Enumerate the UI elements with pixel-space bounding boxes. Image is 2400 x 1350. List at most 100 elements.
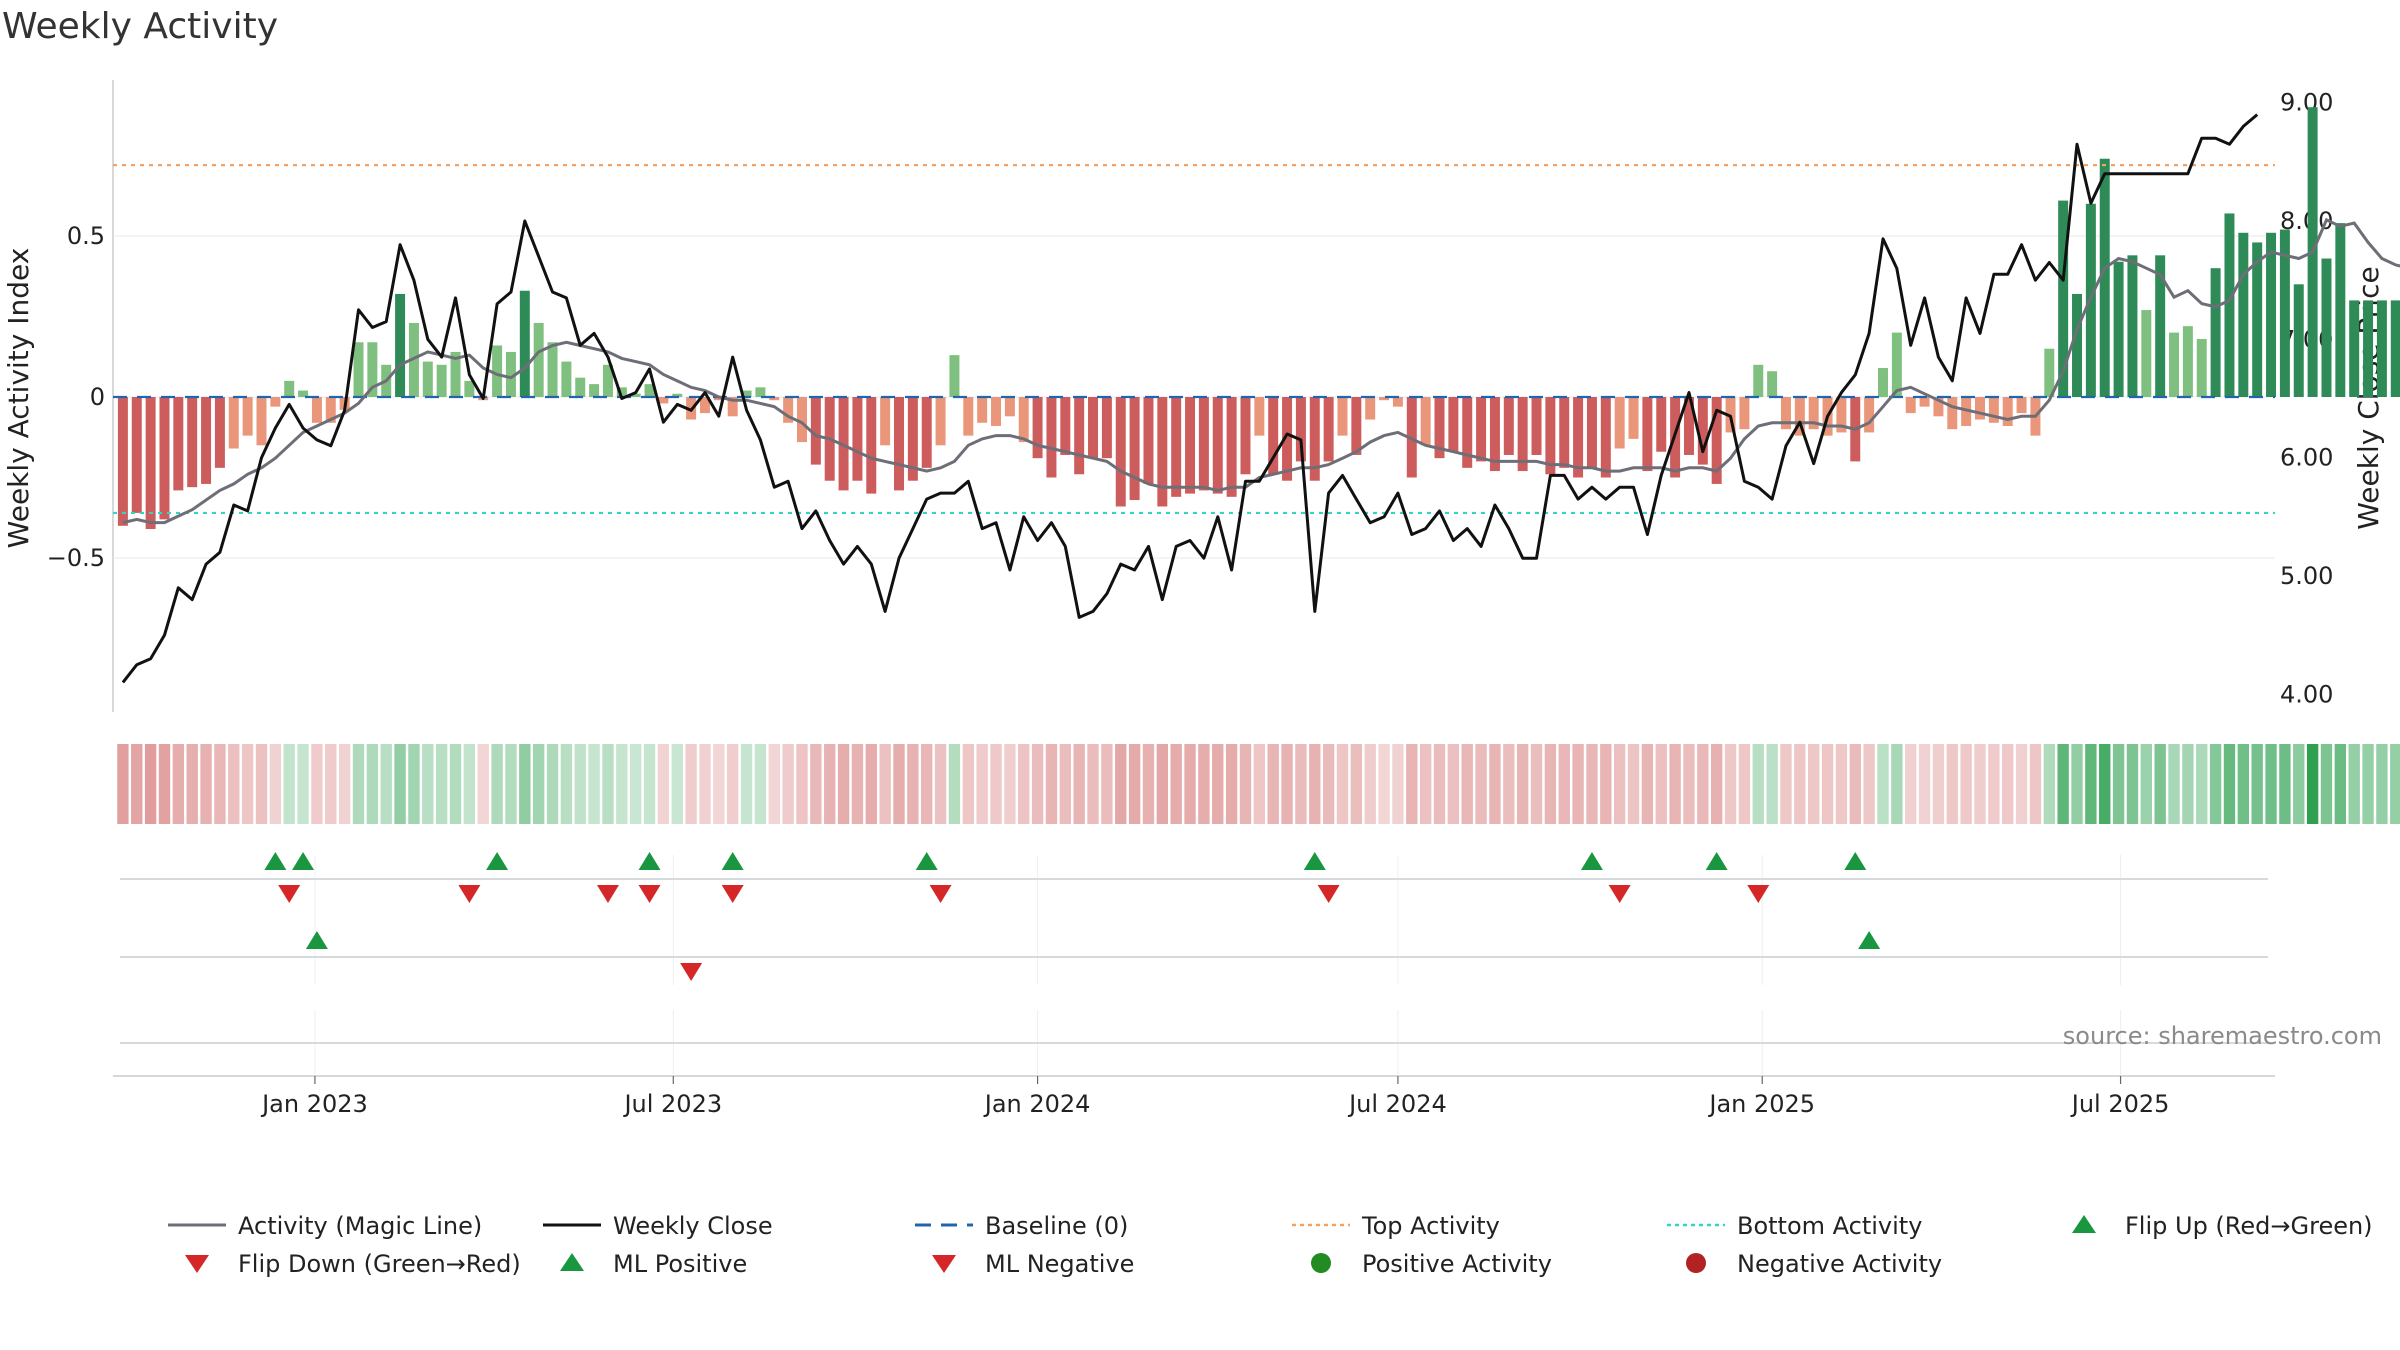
activity-bar [242, 397, 253, 436]
activity-bar [796, 397, 807, 443]
ribbon-cell [602, 744, 614, 824]
activity-bar [1115, 397, 1126, 507]
ribbon-cell [1239, 744, 1252, 824]
flip-down-marker [1608, 885, 1631, 903]
ribbon-cell [2196, 744, 2208, 824]
ribbon-cell [1503, 744, 1515, 824]
activity-bar [699, 397, 710, 414]
activity-bar [1891, 332, 1902, 397]
ribbon-cell [810, 744, 822, 824]
legend-swatch-circle [1686, 1253, 1706, 1273]
flip-down-marker [278, 885, 301, 903]
activity-bar [1767, 371, 1778, 397]
activity-bar [422, 361, 433, 397]
activity-bar [1185, 397, 1196, 494]
ribbon-cell [1627, 744, 1640, 824]
ribbon-cell [1364, 744, 1376, 824]
ribbon-cell [1572, 744, 1584, 824]
legend-swatch-triangle-up [560, 1253, 584, 1271]
ribbon-cell [1198, 744, 1210, 824]
ribbon-cell [2168, 744, 2180, 824]
ribbon-cell [2015, 744, 2028, 824]
ml-positive-marker [1858, 931, 1881, 949]
activity-bar [727, 397, 738, 417]
ribbon-cell [1392, 744, 1404, 824]
activity-bar [2266, 232, 2277, 397]
activity-bar [270, 397, 281, 407]
ribbon-cell [879, 744, 891, 824]
ribbon-cell [1212, 744, 1224, 824]
activity-bar [214, 397, 225, 468]
activity-bar [713, 397, 724, 401]
activity-bar [2002, 397, 2013, 426]
activity-bar [991, 397, 1002, 426]
activity-bar [1711, 397, 1722, 484]
ribbon-cell [1406, 744, 1418, 824]
ribbon-cell [657, 744, 670, 824]
chart-title: Weekly Activity [2, 6, 278, 47]
activity-bar [2376, 300, 2387, 397]
ribbon-cell [1309, 744, 1321, 824]
y-left-axis-label: Weekly Activity Index [2, 248, 35, 549]
ribbon-cell [241, 744, 254, 824]
x-tick-label: Jul 2024 [1347, 1090, 1447, 1118]
ribbon-cell [1059, 744, 1071, 824]
activity-bar [907, 397, 918, 481]
activity-bar [1600, 397, 1611, 478]
ribbon-cell [1780, 744, 1792, 824]
ribbon-cell [1724, 744, 1737, 824]
legend: Activity (Magic Line) Weekly Close Baselin… [168, 1212, 2373, 1278]
ribbon-cell [1697, 744, 1709, 824]
activity-bar [2363, 300, 2374, 397]
activity-bar [1573, 397, 1584, 478]
activity-bar [2335, 223, 2346, 397]
ribbon-cell [2140, 744, 2152, 824]
activity-bar [2044, 348, 2055, 397]
ribbon-cell [1184, 744, 1196, 824]
ribbon-cell [1558, 744, 1570, 824]
x-tick-label: Jul 2025 [2070, 1090, 2170, 1118]
ribbon-cell [727, 744, 739, 824]
ribbon-cell [1489, 744, 1501, 824]
activity-bar [450, 351, 461, 397]
flip-down-marker [458, 885, 481, 903]
activity-bar [963, 397, 974, 436]
activity-bar [1877, 368, 1888, 397]
legend-swatch-triangle-down [932, 1255, 956, 1273]
ribbon-cell [1461, 744, 1473, 824]
ribbon-cell [1808, 744, 1820, 824]
ribbon-cell [1045, 744, 1058, 824]
activity-bar [561, 361, 572, 397]
activity-bar [977, 397, 988, 423]
ribbon-cell [117, 744, 129, 824]
ribbon-cell [1905, 744, 1917, 824]
ribbon-cell [1225, 744, 1238, 824]
ribbon-cell [422, 744, 434, 824]
ribbon-cell [394, 744, 406, 824]
ribbon-cell [1350, 744, 1363, 824]
ml-positive-marker [305, 931, 328, 949]
y-left-tick-label: 0 [90, 383, 105, 411]
flip-up-marker [638, 852, 661, 870]
activity-bar [575, 377, 586, 397]
activity-bar [1448, 397, 1459, 452]
activity-bar [1018, 397, 1029, 443]
flip-down-marker [638, 885, 661, 903]
activity-bar [1586, 397, 1597, 468]
ribbon-cell [907, 744, 919, 824]
ribbon-cell [851, 744, 864, 824]
ribbon-cell [1115, 744, 1127, 824]
ribbon-cell [2057, 744, 2069, 824]
activity-bar [2196, 339, 2207, 397]
legend-item: Bottom Activity [1667, 1212, 1922, 1240]
ribbon-cell [1738, 744, 1751, 824]
activity-bar [2349, 300, 2360, 397]
flip-up-marker [292, 852, 315, 870]
activity-bar [644, 384, 655, 397]
activity-bar [1323, 397, 1334, 462]
activity-bar [1351, 397, 1362, 455]
legend-item: Negative Activity [1686, 1250, 1942, 1278]
activity-bar [1212, 397, 1223, 494]
ribbon-cell [200, 744, 212, 824]
ml-negative-marker [680, 963, 703, 981]
